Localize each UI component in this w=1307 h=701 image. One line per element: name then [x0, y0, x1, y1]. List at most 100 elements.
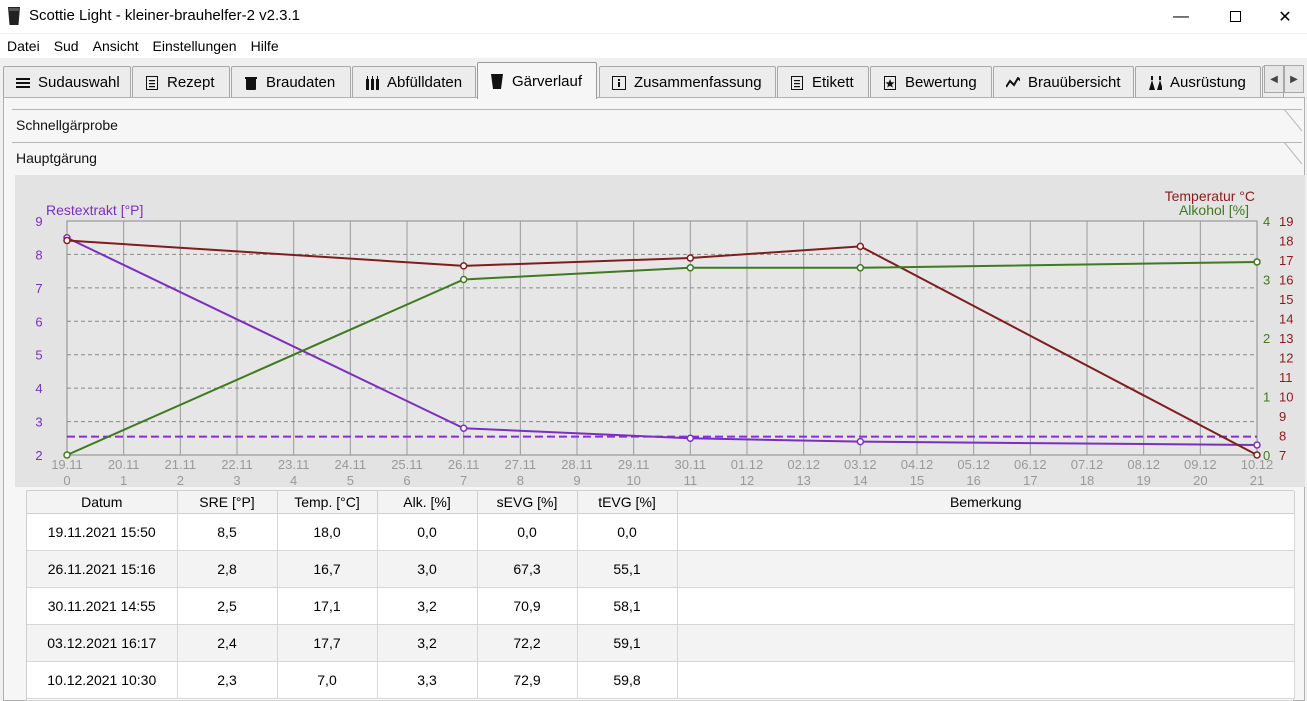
cell-alk[interactable]: 0,0	[377, 513, 478, 551]
cell-datum[interactable]: 30.11.2021 14:55	[27, 587, 178, 625]
fermentation-chart: 19.11 0 20.11 1 21.11 2 22.11 3 23.11 4 24.11 5 25.1…	[15, 175, 1305, 487]
table-row[interactable]: 30.11.2021 14:55 2,5 17,1 3,2 70,9 58,1	[27, 587, 1295, 625]
cell-tevg[interactable]: 59,8	[577, 661, 678, 699]
x-tick-date: 01.12	[731, 457, 764, 472]
table-row[interactable]: 03.12.2021 16:17 2,4 17,7 3,2 72,2 59,1	[27, 624, 1295, 662]
cell-temp[interactable]: 7,0	[277, 661, 378, 699]
x-tick-date: 26.11	[448, 457, 480, 472]
temp-axis-label: Temperatur °C	[1165, 188, 1255, 204]
cell-tevg[interactable]: 0,0	[577, 513, 678, 551]
cell-sre[interactable]: 2,8	[177, 550, 278, 588]
cell-sevg[interactable]: 72,9	[477, 661, 578, 699]
cell-temp[interactable]: 16,7	[277, 550, 378, 588]
temp-axis-tick: 10	[1279, 390, 1293, 405]
menu-hilfe[interactable]: Hilfe	[250, 38, 279, 54]
col-header-sevg[interactable]: sEVG [%]	[477, 491, 578, 514]
section-hauptgaerung[interactable]: Hauptgärung	[12, 142, 1302, 175]
section-corner-icon	[1254, 109, 1302, 132]
temp-axis-tick: 9	[1279, 409, 1286, 424]
cell-alk[interactable]: 3,3	[377, 661, 478, 699]
cell-bemerkung[interactable]	[677, 661, 1295, 699]
x-tick-day: 5	[347, 473, 354, 487]
cell-sevg[interactable]: 72,2	[477, 624, 578, 662]
tab-bewertung[interactable]: Bewertung	[870, 66, 992, 98]
cell-bemerkung[interactable]	[677, 550, 1295, 588]
col-header-bemerkung[interactable]: Bemerkung	[677, 491, 1295, 514]
x-tick-day: 10	[626, 473, 640, 487]
left-axis-tick: 4	[35, 381, 42, 396]
cell-tevg[interactable]: 55,1	[577, 550, 678, 588]
cell-tevg[interactable]: 59,1	[577, 624, 678, 662]
cell-sre[interactable]: 8,5	[177, 513, 278, 551]
tab-scroll-right-button[interactable]: ▶	[1284, 65, 1304, 93]
cell-sre[interactable]: 2,4	[177, 624, 278, 662]
tab-label: Braudaten	[266, 74, 336, 91]
menu-ansicht[interactable]: Ansicht	[92, 38, 139, 54]
col-header-alk[interactable]: Alk. [%]	[377, 491, 478, 514]
col-header-datum[interactable]: Datum	[27, 491, 178, 514]
cell-tevg[interactable]: 58,1	[577, 587, 678, 625]
cell-alk[interactable]: 3,0	[377, 550, 478, 588]
tab-sudauswahl[interactable]: Sudauswahl	[3, 66, 131, 98]
cell-datum[interactable]: 19.11.2021 15:50	[27, 513, 178, 551]
cell-alk[interactable]: 3,2	[377, 587, 478, 625]
tab-etikett[interactable]: Etikett	[777, 66, 869, 98]
cell-sevg[interactable]: 70,9	[477, 587, 578, 625]
fermentation-chart-svg: 19.11020.11121.11222.11323.11424.11525.1…	[35, 188, 1293, 487]
tab-ausruestung[interactable]: Ausrüstung	[1135, 66, 1261, 98]
table-row[interactable]: 10.12.2021 10:30 2,3 7,0 3,3 72,9 59,8	[27, 661, 1295, 699]
tab-rezept[interactable]: Rezept	[132, 66, 230, 98]
cell-datum[interactable]: 10.12.2021 10:30	[27, 661, 178, 699]
cell-datum[interactable]: 26.11.2021 15:16	[27, 550, 178, 588]
temp-axis-tick: 7	[1279, 448, 1286, 463]
menu-sud[interactable]: Sud	[53, 38, 79, 54]
section-schnellgaerprobe[interactable]: Schnellgärprobe	[12, 109, 1302, 143]
x-tick-day: 19	[1136, 473, 1150, 487]
trend-icon	[1006, 76, 1020, 90]
cell-bemerkung[interactable]	[677, 513, 1295, 551]
cell-sre[interactable]: 2,3	[177, 661, 278, 699]
menu-datei[interactable]: Datei	[7, 38, 40, 54]
cell-bemerkung[interactable]	[677, 624, 1295, 662]
cell-temp[interactable]: 17,1	[277, 587, 378, 625]
info-icon	[612, 75, 626, 90]
cell-alk[interactable]: 3,2	[377, 624, 478, 662]
tab-scroll-left-button[interactable]: ◀	[1264, 65, 1284, 93]
table-row[interactable]: 26.11.2021 15:16 2,8 16,7 3,0 67,3 55,1	[27, 550, 1295, 588]
data-point-temp	[63, 236, 71, 245]
cell-sevg[interactable]: 67,3	[477, 550, 578, 588]
tab-braudaten[interactable]: Braudaten	[231, 66, 351, 98]
col-header-temp[interactable]: Temp. [°C]	[277, 491, 378, 514]
alk-axis-label: Alkohol [%]	[1179, 202, 1249, 218]
close-button[interactable]: ✕	[1262, 0, 1307, 33]
equipment-icon	[1148, 75, 1162, 90]
tab-gaerverlauf[interactable]: Gärverlauf	[477, 62, 597, 99]
data-point-left	[686, 434, 695, 443]
x-tick-day: 16	[966, 473, 980, 487]
kettle-icon	[244, 76, 258, 90]
col-header-tevg[interactable]: tEVG [%]	[577, 491, 678, 514]
x-tick-day: 21	[1250, 473, 1264, 487]
tab-abfuelldaten[interactable]: Abfülldaten	[352, 66, 476, 98]
tab-zusammenfassung[interactable]: Zusammenfassung	[599, 66, 776, 98]
tab-label: Zusammenfassung	[634, 74, 762, 91]
data-point-temp	[1253, 451, 1261, 459]
x-tick-date: 24.11	[335, 457, 367, 472]
title-bar: Scottie Light - kleiner-brauhelfer-2 v2.…	[0, 0, 1307, 33]
menu-einstellungen[interactable]: Einstellungen	[152, 38, 237, 54]
cell-temp[interactable]: 18,0	[277, 513, 378, 551]
cell-bemerkung[interactable]	[677, 587, 1295, 625]
tab-brauuebersicht[interactable]: Brauübersicht	[993, 66, 1134, 98]
table-row[interactable]: 19.11.2021 15:50 8,5 18,0 0,0 0,0 0,0	[27, 513, 1295, 551]
cell-datum[interactable]: 03.12.2021 16:17	[27, 624, 178, 662]
maximize-button[interactable]	[1212, 0, 1258, 33]
left-axis-tick: 2	[35, 448, 42, 463]
minimize-button[interactable]: —	[1158, 0, 1204, 33]
cell-sre[interactable]: 2,5	[177, 587, 278, 625]
cell-temp[interactable]: 17,7	[277, 624, 378, 662]
left-axis-tick: 3	[35, 415, 42, 430]
col-header-sre[interactable]: SRE [°P]	[177, 491, 278, 514]
x-tick-day: 9	[573, 473, 580, 487]
cell-sevg[interactable]: 0,0	[477, 513, 578, 551]
tab-label: Abfülldaten	[387, 74, 463, 91]
